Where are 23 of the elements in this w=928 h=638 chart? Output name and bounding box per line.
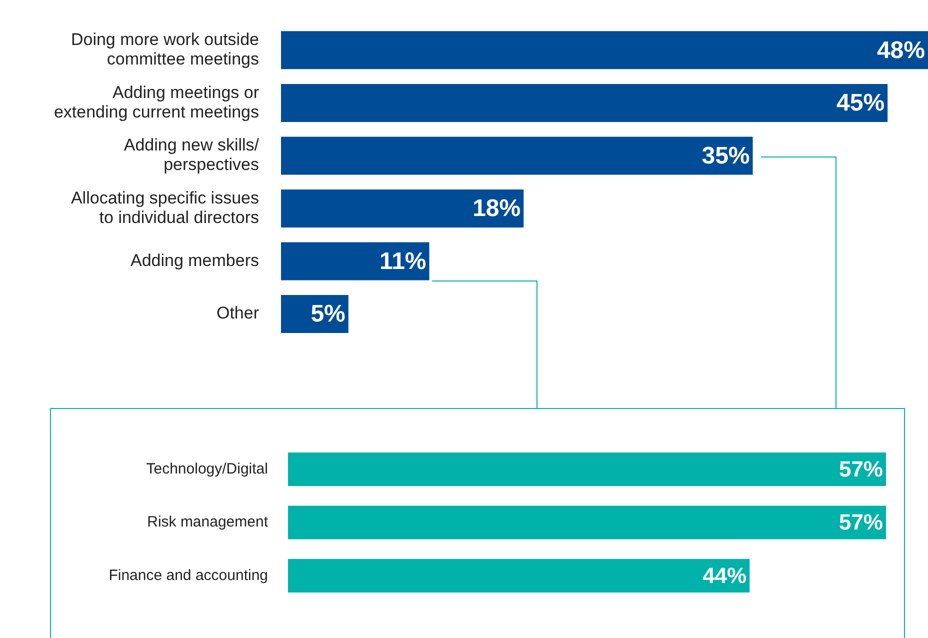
data-label: 45% [836, 90, 885, 117]
bar [281, 136, 753, 175]
y-tick-label: Adding meetings or extending current meetings [54, 82, 260, 122]
data-label: 57% [838, 456, 883, 482]
bar [281, 242, 430, 280]
data-label: 35% [702, 142, 750, 170]
data-label: 57% [838, 510, 883, 535]
data-label: 5% [310, 300, 346, 328]
data-label: 18% [472, 195, 521, 222]
y-tick-label: Technology/Digital [146, 460, 268, 478]
bar [281, 31, 928, 70]
y-tick-label: Allocating specific issues to individual directors [70, 188, 259, 227]
bar [281, 190, 524, 228]
y-tick-label: Finance and accounting [108, 566, 268, 584]
y-tick-label: Other [216, 304, 260, 323]
data-label: 11% [380, 248, 426, 275]
data-label: 44% [702, 562, 747, 588]
bar [281, 84, 888, 122]
data-label: 48% [876, 36, 925, 64]
y-tick-label: Doing more work outside committee meetings [70, 30, 259, 69]
y-tick-label: Adding members [130, 250, 259, 270]
y-tick-label: Adding new skills/ perspectives [124, 136, 260, 174]
y-tick-label: Risk management [147, 514, 269, 531]
